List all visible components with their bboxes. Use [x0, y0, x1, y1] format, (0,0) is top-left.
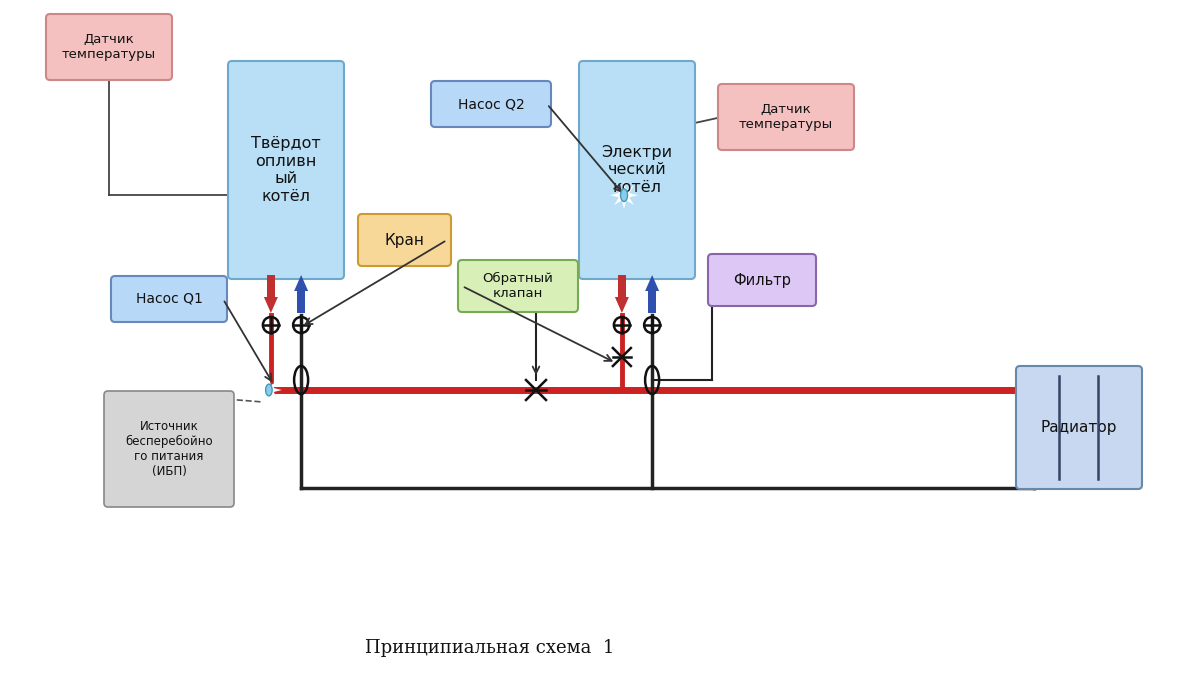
FancyBboxPatch shape	[267, 275, 275, 297]
Text: Принципиальная схема  1: Принципиальная схема 1	[365, 639, 615, 657]
FancyBboxPatch shape	[579, 61, 695, 279]
Polygon shape	[294, 275, 309, 291]
FancyBboxPatch shape	[297, 291, 305, 313]
Text: Радиатор: Радиатор	[1041, 420, 1117, 435]
Text: Насос Q2: Насос Q2	[458, 97, 524, 111]
FancyBboxPatch shape	[111, 276, 227, 322]
FancyBboxPatch shape	[1015, 366, 1142, 489]
FancyBboxPatch shape	[718, 84, 854, 150]
Text: Электри
ческий
котёл: Электри ческий котёл	[602, 145, 672, 195]
FancyBboxPatch shape	[648, 291, 657, 313]
Polygon shape	[615, 297, 629, 313]
FancyBboxPatch shape	[228, 61, 344, 279]
Polygon shape	[645, 275, 659, 291]
FancyBboxPatch shape	[358, 214, 451, 266]
Text: Фильтр: Фильтр	[733, 273, 791, 287]
FancyBboxPatch shape	[431, 81, 551, 127]
FancyBboxPatch shape	[708, 254, 816, 306]
FancyBboxPatch shape	[458, 260, 578, 312]
Text: Датчик
температуры: Датчик температуры	[739, 103, 834, 131]
Ellipse shape	[266, 384, 273, 396]
Text: Кран: Кран	[385, 233, 425, 248]
Text: Датчик
температуры: Датчик температуры	[62, 33, 155, 61]
FancyBboxPatch shape	[618, 275, 626, 297]
FancyBboxPatch shape	[104, 391, 234, 507]
Text: Источник
бесперебойно
го питания
(ИБП): Источник бесперебойно го питания (ИБП)	[126, 420, 213, 478]
Text: Обратный
клапан: Обратный клапан	[482, 272, 554, 300]
FancyBboxPatch shape	[45, 14, 172, 80]
Text: Насос Q1: Насос Q1	[135, 292, 202, 306]
Ellipse shape	[621, 189, 628, 201]
Polygon shape	[264, 297, 277, 313]
Polygon shape	[256, 377, 282, 403]
Polygon shape	[610, 181, 637, 209]
Text: Твёрдот
опливн
ый
котёл: Твёрдот опливн ый котёл	[251, 136, 321, 203]
